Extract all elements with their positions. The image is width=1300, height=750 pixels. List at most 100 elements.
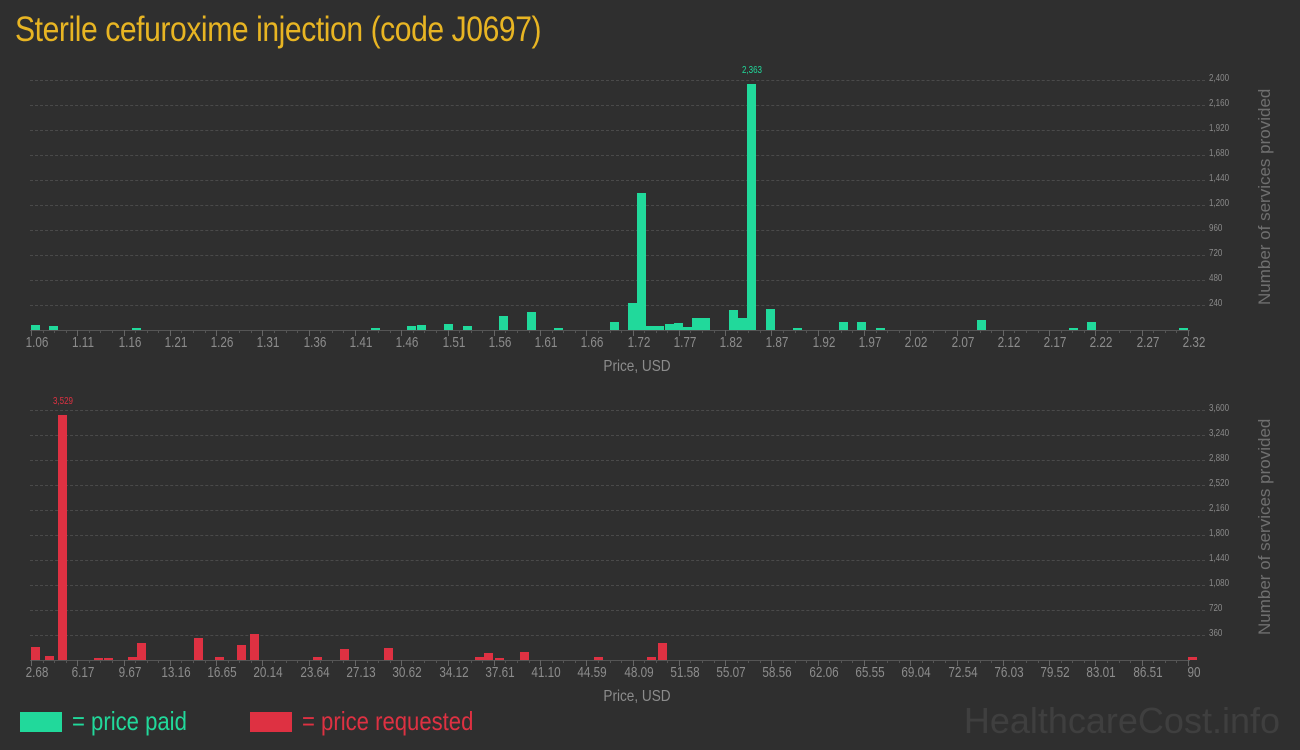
x-minor-tick — [1153, 330, 1155, 333]
x-minor-tick — [528, 660, 530, 663]
gridline — [30, 610, 1205, 611]
x-tick-label: 58.56 — [762, 664, 793, 681]
x-tick — [169, 330, 171, 336]
x-tick — [1188, 330, 1189, 336]
x-minor-tick — [435, 660, 437, 663]
bar — [793, 328, 803, 330]
x-minor-tick — [297, 660, 299, 663]
gridline — [30, 205, 1205, 206]
bar — [462, 325, 472, 330]
x-minor-tick — [482, 330, 484, 333]
bar — [370, 327, 380, 330]
x-minor-tick — [898, 660, 900, 663]
x-minor-tick — [806, 660, 808, 663]
bar — [673, 323, 683, 330]
x-tick-label: 51.58 — [670, 664, 700, 681]
bar — [857, 321, 867, 330]
x-minor-tick — [1014, 330, 1016, 333]
x-minor-tick — [921, 330, 923, 333]
bar — [484, 653, 494, 660]
peak-value-label: 2,363 — [742, 64, 763, 76]
x-minor-tick — [1130, 660, 1132, 663]
x-minor-tick — [609, 660, 611, 663]
bar — [31, 324, 40, 330]
x-tick — [1095, 660, 1097, 666]
x-minor-tick — [713, 660, 715, 663]
x-minor-tick — [887, 660, 889, 663]
bar — [57, 414, 67, 660]
bar — [1178, 328, 1188, 330]
x-minor-tick — [794, 660, 796, 663]
x-minor-tick — [933, 330, 935, 333]
bar — [132, 328, 141, 330]
x-tick-label: 1.87 — [766, 334, 789, 351]
x-minor-tick — [702, 330, 704, 333]
x-minor-tick — [135, 330, 137, 333]
x-tick — [1002, 330, 1004, 336]
x-minor-tick — [227, 330, 229, 333]
x-tick — [817, 330, 819, 336]
x-minor-tick — [273, 330, 275, 333]
legend-price-requested: = price requested — [250, 706, 504, 737]
bar — [627, 302, 637, 330]
bar — [738, 317, 748, 330]
x-minor-tick — [597, 330, 599, 333]
x-tick-label: 2.27 — [1136, 334, 1160, 351]
bar — [554, 327, 564, 330]
y-tick-label: 480 — [1209, 273, 1223, 284]
x-minor-tick — [505, 660, 507, 663]
x-minor-tick — [1164, 660, 1166, 663]
y-tick-label: 720 — [1209, 248, 1223, 259]
bar — [1068, 328, 1078, 330]
x-minor-tick — [366, 660, 368, 663]
bar — [236, 645, 246, 660]
y-tick-label: 960 — [1209, 223, 1223, 234]
bar — [526, 312, 536, 330]
x-minor-tick — [968, 660, 970, 663]
x-tick-label: 1.66 — [580, 334, 604, 351]
x-minor-tick — [227, 660, 229, 663]
y-tick-label: 3,600 — [1209, 403, 1230, 414]
gridline — [30, 155, 1205, 156]
bar — [1086, 321, 1096, 330]
y-tick-label: 1,800 — [1209, 528, 1230, 539]
bar — [657, 642, 667, 660]
x-minor-tick — [783, 330, 785, 333]
x-tick — [354, 330, 356, 336]
y-tick-label: 2,520 — [1209, 478, 1230, 489]
x-tick — [1002, 660, 1004, 666]
x-minor-tick — [644, 330, 646, 333]
x-tick — [262, 660, 264, 666]
gridline — [30, 230, 1205, 231]
x-tick-label: 1.21 — [164, 334, 188, 351]
x-minor-tick — [1060, 660, 1062, 663]
gridline — [30, 410, 1205, 411]
x-minor-tick — [54, 660, 56, 663]
bar — [383, 647, 393, 660]
x-tick — [678, 660, 680, 666]
x-minor-tick — [921, 660, 923, 663]
x-tick — [493, 330, 495, 336]
x-minor-tick — [412, 660, 414, 663]
x-tick — [31, 660, 32, 666]
x-minor-tick — [378, 330, 380, 333]
x-minor-tick — [100, 660, 102, 663]
legend-price-paid-label: = price paid — [72, 706, 187, 736]
bar — [194, 638, 204, 660]
x-minor-tick — [320, 660, 322, 663]
x-tick — [354, 660, 356, 666]
x-minor-tick — [435, 330, 437, 333]
x-tick-label: 1.26 — [210, 334, 234, 351]
x-tick — [1188, 660, 1189, 666]
x-minor-tick — [840, 330, 842, 333]
x-tick — [216, 330, 218, 336]
x-tick-label: 83.01 — [1086, 664, 1117, 681]
x-tick-label: 76.03 — [994, 664, 1024, 681]
bar — [416, 324, 426, 330]
x-tick-label: 27.13 — [346, 664, 376, 681]
x-minor-tick — [690, 660, 692, 663]
x-tick — [401, 330, 403, 336]
x-tick-label: 1.61 — [534, 334, 558, 351]
x-tick — [678, 330, 680, 336]
y-tick-label: 1,920 — [1209, 123, 1230, 134]
